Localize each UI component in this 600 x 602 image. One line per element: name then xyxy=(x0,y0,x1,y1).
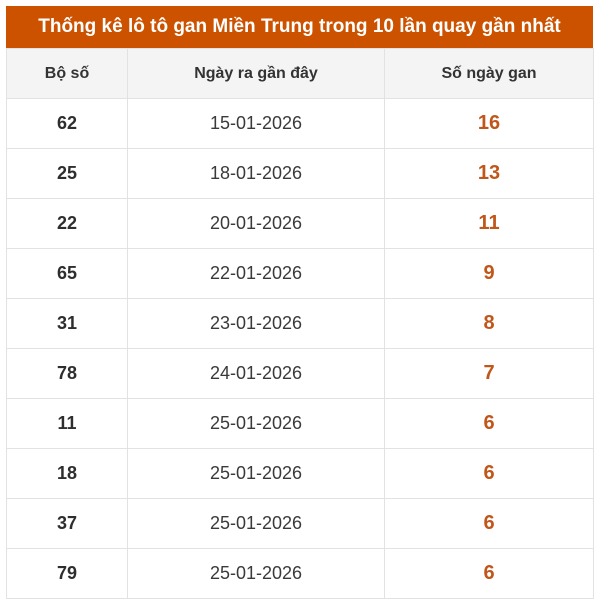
table-title: Thống kê lô tô gan Miền Trung trong 10 l… xyxy=(6,6,593,48)
header-so-ngay-gan: Số ngày gan xyxy=(384,48,594,99)
lo-number: 18 xyxy=(6,448,128,499)
last-date: 18-01-2026 xyxy=(127,148,385,199)
lo-gan-statistics-panel: Thống kê lô tô gan Miền Trung trong 10 l… xyxy=(6,6,594,599)
lo-number: 65 xyxy=(6,248,128,299)
gan-days: 6 xyxy=(384,398,594,449)
gan-days: 8 xyxy=(384,298,594,349)
last-date: 20-01-2026 xyxy=(127,198,385,249)
last-date: 25-01-2026 xyxy=(127,448,385,499)
gan-days: 6 xyxy=(384,498,594,549)
table-row: 79 25-01-2026 6 xyxy=(6,548,594,599)
table-row: 78 24-01-2026 7 xyxy=(6,348,594,399)
lo-gan-table: Bộ số Ngày ra gần đây Số ngày gan 62 15-… xyxy=(6,48,594,599)
gan-days: 6 xyxy=(384,548,594,599)
last-date: 23-01-2026 xyxy=(127,298,385,349)
gan-days: 13 xyxy=(384,148,594,199)
last-date: 25-01-2026 xyxy=(127,548,385,599)
table-row: 65 22-01-2026 9 xyxy=(6,248,594,299)
table-row: 31 23-01-2026 8 xyxy=(6,298,594,349)
header-ngay-ra-gan-day: Ngày ra gần đây xyxy=(127,48,385,99)
header-bo-so: Bộ số xyxy=(6,48,128,99)
last-date: 15-01-2026 xyxy=(127,98,385,149)
table-row: 37 25-01-2026 6 xyxy=(6,498,594,549)
table-row: 62 15-01-2026 16 xyxy=(6,98,594,149)
lo-number: 22 xyxy=(6,198,128,249)
gan-days: 11 xyxy=(384,198,594,249)
lo-number: 31 xyxy=(6,298,128,349)
lo-number: 62 xyxy=(6,98,128,149)
gan-days: 7 xyxy=(384,348,594,399)
lo-number: 37 xyxy=(6,498,128,549)
lo-number: 79 xyxy=(6,548,128,599)
table-header-row: Bộ số Ngày ra gần đây Số ngày gan xyxy=(6,48,594,99)
lo-number: 11 xyxy=(6,398,128,449)
lo-number: 25 xyxy=(6,148,128,199)
last-date: 22-01-2026 xyxy=(127,248,385,299)
gan-days: 16 xyxy=(384,98,594,149)
table-row: 25 18-01-2026 13 xyxy=(6,148,594,199)
last-date: 24-01-2026 xyxy=(127,348,385,399)
last-date: 25-01-2026 xyxy=(127,398,385,449)
table-row: 22 20-01-2026 11 xyxy=(6,198,594,249)
lo-number: 78 xyxy=(6,348,128,399)
gan-days: 9 xyxy=(384,248,594,299)
table-row: 11 25-01-2026 6 xyxy=(6,398,594,449)
gan-days: 6 xyxy=(384,448,594,499)
last-date: 25-01-2026 xyxy=(127,498,385,549)
table-row: 18 25-01-2026 6 xyxy=(6,448,594,499)
